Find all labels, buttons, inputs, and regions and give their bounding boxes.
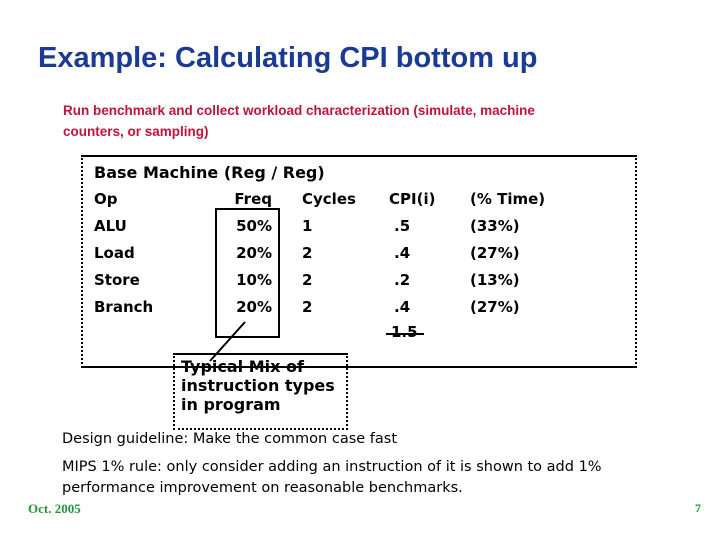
typical-mix-callout: Typical Mix of instruction types in prog… (173, 353, 348, 430)
cell-time: (27%) (470, 244, 520, 262)
cell-cycles: 2 (302, 298, 313, 316)
design-guideline-text: Design guideline: Make the common case f… (62, 431, 398, 447)
cell-cycles: 2 (302, 271, 313, 289)
subtitle-text: Run benchmark and collect workload chara… (63, 100, 663, 142)
col-gap (282, 186, 300, 213)
col-header-cpi: CPI(i) (389, 190, 436, 208)
slide-title: Example: Calculating CPI bottom up (38, 42, 538, 74)
cell-empty (300, 321, 389, 345)
cell-op: Load (94, 244, 135, 262)
cell-freq: 10% (236, 271, 272, 289)
callout-line-3: in program (181, 395, 281, 414)
mips-rule-line-1: MIPS 1% rule: only consider adding an in… (62, 459, 602, 475)
cell-empty (94, 321, 217, 345)
mips-rule-line-2: performance improvement on reasonable be… (62, 480, 463, 496)
table-total-row: 1.5 (94, 321, 635, 345)
cell-time: (13%) (470, 271, 520, 289)
cpi-table: Op Freq Cycles CPI(i) (% Time) ALU 50% 1.5 (33%)… (94, 186, 635, 345)
table-row: Load 20% 2 .4 (27%) (94, 240, 635, 267)
cell-empty (470, 321, 590, 345)
table-row: Store 10% 2 .2 (13%) (94, 267, 635, 294)
col-gap (282, 267, 300, 294)
total-cpi-value: 1.5 (386, 323, 424, 341)
footer-date: Oct. 2005 (28, 501, 81, 516)
base-machine-table-box: Base Machine (Reg / Reg) Op Freq Cycles CPI… (81, 155, 637, 368)
col-header-op: Op (94, 190, 118, 208)
callout-line-1: Typical Mix of (181, 357, 304, 376)
cell-time: (33%) (470, 217, 520, 235)
mips-rule-text: MIPS 1% rule: only consider adding an in… (62, 457, 702, 499)
table-row: Branch 20% 2 .4 (27%) (94, 294, 635, 321)
cell-freq: 50% (236, 217, 272, 235)
cell-op: Store (94, 271, 140, 289)
cell-op: ALU (94, 217, 127, 235)
subtitle-line-1: Run benchmark and collect workload chara… (63, 103, 535, 118)
col-header-cycles: Cycles (302, 190, 356, 208)
col-gap (282, 321, 300, 345)
cell-freq: 20% (236, 244, 272, 262)
cell-total-cpi: 1.5 (386, 321, 470, 345)
cell-freq: 20% (236, 298, 272, 316)
col-header-freq: Freq (234, 190, 272, 208)
cell-cpi: .5 (394, 217, 411, 235)
table-header-row: Op Freq Cycles CPI(i) (% Time) (94, 186, 635, 213)
callout-line-2: instruction types (181, 376, 335, 395)
page-number: 7 (695, 501, 701, 515)
table-row: ALU 50% 1 .5 (33%) (94, 213, 635, 240)
cell-cycles: 2 (302, 244, 313, 262)
cell-cycles: 1 (302, 217, 313, 235)
freq-column-highlight-box (215, 208, 280, 338)
col-gap (282, 213, 300, 240)
cell-time: (27%) (470, 298, 520, 316)
col-header-time: (% Time) (470, 190, 546, 208)
table-caption: Base Machine (Reg / Reg) (94, 163, 325, 182)
cell-op: Branch (94, 298, 154, 316)
col-gap (282, 240, 300, 267)
cell-cpi: .4 (394, 298, 411, 316)
col-gap (282, 294, 300, 321)
cell-cpi: .2 (394, 271, 411, 289)
cell-cpi: .4 (394, 244, 411, 262)
subtitle-line-2: counters, or sampling) (63, 124, 209, 139)
